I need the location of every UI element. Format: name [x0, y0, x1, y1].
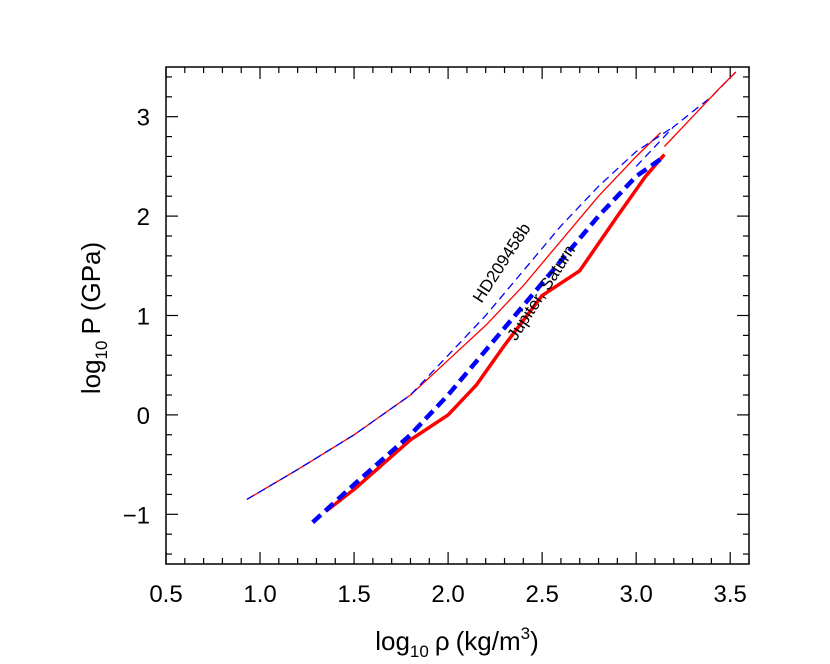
y-tick-label: −1 [123, 502, 150, 529]
y-tick-label: 0 [137, 403, 150, 430]
x-tick-label: 2.0 [431, 581, 464, 608]
y-tick-labels: −1 0 1 2 3 [123, 105, 150, 530]
x-tick-label: 2.5 [525, 581, 558, 608]
x-tick-label: 0.5 [149, 581, 182, 608]
annotation-label: HD209458b [469, 220, 534, 306]
x-tick-label: 1.5 [337, 581, 370, 608]
x-tick-label: 3.0 [619, 581, 652, 608]
y-tick-label: 2 [137, 204, 150, 231]
series-layer [246, 71, 737, 524]
axis-ticks [165, 67, 750, 564]
x-tick-labels: 0.5 1.0 1.5 2.0 2.5 3.0 3.5 [149, 581, 747, 608]
x-axis-title: log10 ρ (kg/m3) [375, 624, 539, 661]
y-tick-label: 1 [137, 304, 150, 331]
plot-frame [165, 66, 750, 565]
series-line [663, 71, 737, 147]
series-line [324, 153, 666, 513]
y-axis-title: log10P(GPa) [76, 242, 111, 394]
series-line [311, 154, 666, 524]
x-tick-label: 1.0 [243, 581, 276, 608]
x-tick-label: 3.5 [714, 581, 747, 608]
series-line [246, 126, 675, 500]
series-line [246, 132, 662, 500]
y-tick-label: 3 [137, 105, 150, 132]
